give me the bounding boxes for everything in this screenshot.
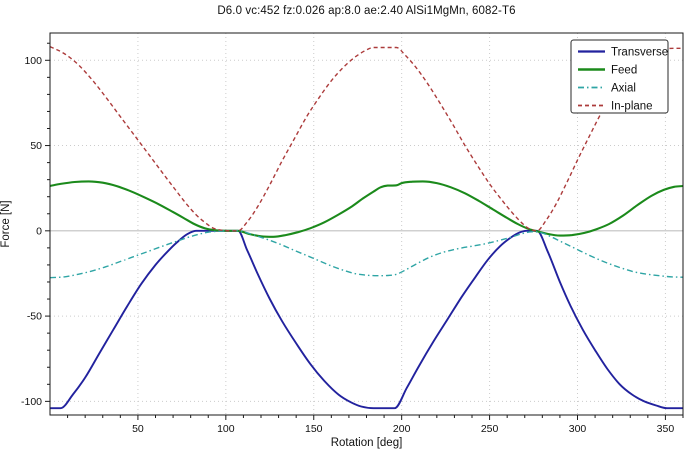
legend-item-axial: Axial: [578, 82, 636, 94]
y-tick-label: -100: [21, 396, 42, 408]
legend-item-transverse: Transverse: [578, 46, 668, 58]
chart-title: D6.0 vc:452 fz:0.026 ap:8.0 ae:2.40 AlSi…: [217, 5, 516, 17]
series-feed-line: [49, 180, 684, 238]
x-tick-label: 350: [657, 423, 675, 435]
x-tick-label: 300: [569, 423, 587, 435]
legend-label: In-plane: [611, 100, 653, 112]
x-tick-label: 100: [217, 423, 235, 435]
legend-item-in-plane: In-plane: [578, 100, 653, 112]
axis-ticks: 50 100 150 200 250 300 350 -100 -50 0 50 100: [21, 42, 684, 435]
y-axis-label: Force [N]: [0, 200, 12, 248]
series-in-plane-line: [49, 45, 683, 232]
series-transverse-line: [50, 229, 683, 410]
x-tick-label: 150: [305, 423, 323, 435]
x-tick-label: 200: [393, 423, 411, 435]
grid: [50, 33, 683, 415]
y-tick-label: 0: [36, 225, 42, 237]
legend-item-feed: Feed: [578, 64, 637, 76]
legend: Transverse Feed Axial In-plane: [570, 39, 669, 114]
y-tick-label: 50: [30, 140, 42, 152]
series-axial-line: [49, 230, 684, 279]
x-tick-label: 250: [481, 423, 499, 435]
x-axis-label: Rotation [deg]: [330, 437, 403, 449]
legend-box: [570, 39, 669, 114]
y-tick-label: -50: [27, 311, 42, 323]
y-tick-label: 100: [24, 55, 42, 67]
x-tick-label: 50: [132, 423, 144, 435]
legend-label: Feed: [611, 64, 637, 76]
legend-label: Axial: [611, 82, 636, 94]
legend-label: Transverse: [611, 46, 668, 58]
